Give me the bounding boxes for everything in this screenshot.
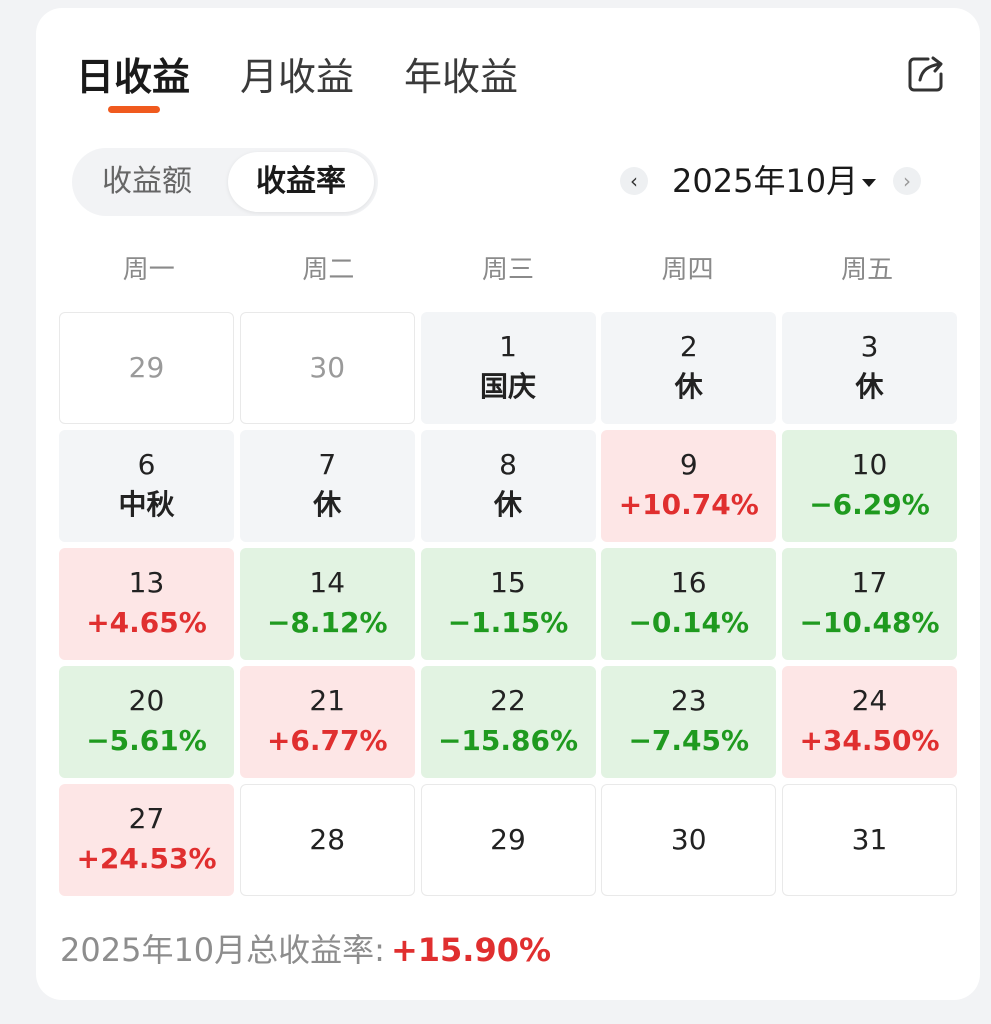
calendar-day-cell[interactable]: 29 bbox=[59, 312, 234, 424]
period-tabs: 日收益 月收益 年收益 bbox=[76, 52, 518, 102]
month-summary: 2025年10月总收益率: +15.90% bbox=[60, 926, 551, 974]
calendar-day-cell[interactable]: 30 bbox=[601, 784, 777, 896]
calendar-day-cell[interactable]: 6 中秋 bbox=[59, 430, 234, 542]
daily-return: −15.86% bbox=[437, 724, 579, 757]
calendar-day-cell[interactable]: 9 +10.74% bbox=[601, 430, 777, 542]
holiday-label: 休 bbox=[674, 370, 703, 403]
daily-return: −1.15% bbox=[447, 606, 569, 639]
returns-calendar-card: 日收益 月收益 年收益 收益额 收益率 ‹ 2025年10月 › 周一 周二 周… bbox=[36, 8, 980, 1000]
day-number: 29 bbox=[128, 351, 165, 384]
daily-return: −8.12% bbox=[266, 606, 388, 639]
daily-return: +24.53% bbox=[76, 842, 217, 875]
prev-month-button[interactable]: ‹ bbox=[620, 167, 648, 195]
day-number: 10 bbox=[851, 448, 888, 481]
calendar-day-cell[interactable]: 13 +4.65% bbox=[59, 548, 234, 660]
weekday-header: 周一 周二 周三 周四 周五 bbox=[59, 250, 957, 290]
daily-return: +4.65% bbox=[86, 606, 207, 639]
daily-return: +6.77% bbox=[266, 724, 388, 757]
toggle-amount[interactable]: 收益额 bbox=[102, 164, 192, 199]
calendar-day-cell[interactable]: 31 bbox=[782, 784, 957, 896]
calendar-day-cell[interactable]: 23 −7.45% bbox=[601, 666, 777, 778]
weekday-label: 周二 bbox=[302, 255, 355, 285]
holiday-label: 休 bbox=[313, 488, 342, 521]
day-number: 22 bbox=[490, 684, 526, 717]
day-number: 30 bbox=[309, 351, 346, 384]
day-number: 30 bbox=[670, 823, 707, 856]
calendar-grid: 29 30 1 国庆 2 休 3 休 6 中秋 7 休 8 休 9 +10.74% 10 −6.29% 13 +4.6… bbox=[59, 312, 957, 896]
day-number: 28 bbox=[309, 823, 346, 856]
holiday-label: 休 bbox=[855, 370, 884, 403]
weekday-label: 周三 bbox=[481, 255, 534, 285]
toggle-rate[interactable]: 收益率 bbox=[228, 152, 374, 212]
day-number: 17 bbox=[851, 566, 888, 599]
holiday-label: 国庆 bbox=[479, 370, 536, 403]
day-number: 13 bbox=[128, 566, 165, 599]
day-number: 6 bbox=[137, 448, 156, 481]
daily-return: −0.14% bbox=[628, 606, 750, 639]
weekday-label: 周五 bbox=[841, 255, 894, 285]
day-number: 9 bbox=[679, 448, 698, 481]
caret-down-icon bbox=[862, 179, 877, 187]
weekday-label: 周一 bbox=[122, 255, 175, 285]
calendar-day-cell[interactable]: 30 bbox=[239, 312, 415, 424]
daily-return: −5.61% bbox=[86, 724, 207, 757]
day-number: 20 bbox=[128, 684, 165, 717]
tab-monthly[interactable]: 月收益 bbox=[240, 55, 355, 99]
calendar-day-cell[interactable]: 28 bbox=[239, 784, 415, 896]
calendar-day-cell[interactable]: 14 −8.12% bbox=[239, 548, 415, 660]
summary-value: +15.90% bbox=[390, 931, 552, 969]
daily-return: −10.48% bbox=[799, 606, 940, 639]
holiday-label: 休 bbox=[493, 488, 522, 521]
tab-daily[interactable]: 日收益 bbox=[76, 55, 191, 99]
holiday-label: 中秋 bbox=[118, 488, 175, 521]
calendar-day-cell[interactable]: 27 +24.53% bbox=[59, 784, 234, 896]
calendar-day-cell[interactable]: 20 −5.61% bbox=[59, 666, 234, 778]
calendar-day-cell[interactable]: 24 +34.50% bbox=[782, 666, 957, 778]
summary-label: 2025年10月总收益率: bbox=[60, 931, 385, 969]
day-number: 31 bbox=[851, 823, 888, 856]
day-number: 1 bbox=[499, 330, 517, 363]
day-number: 3 bbox=[860, 330, 879, 363]
day-number: 7 bbox=[318, 448, 337, 481]
day-number: 14 bbox=[309, 566, 346, 599]
daily-return: +34.50% bbox=[799, 724, 940, 757]
day-number: 27 bbox=[128, 802, 165, 835]
day-number: 21 bbox=[309, 684, 346, 717]
day-number: 15 bbox=[490, 566, 526, 599]
calendar-day-cell[interactable]: 17 −10.48% bbox=[782, 548, 957, 660]
month-label: 2025年10月 bbox=[672, 162, 859, 200]
daily-return: −6.29% bbox=[809, 488, 930, 521]
share-icon[interactable] bbox=[906, 54, 946, 94]
weekday-label: 周四 bbox=[661, 255, 714, 285]
month-selector[interactable]: 2025年10月 bbox=[672, 158, 877, 204]
calendar-day-cell[interactable]: 29 bbox=[420, 784, 596, 896]
day-number: 24 bbox=[851, 684, 888, 717]
next-month-button[interactable]: › bbox=[893, 167, 921, 195]
calendar-day-cell[interactable]: 10 −6.29% bbox=[782, 430, 957, 542]
calendar-day-cell[interactable]: 22 −15.86% bbox=[420, 666, 596, 778]
day-number: 8 bbox=[499, 448, 517, 481]
tab-yearly[interactable]: 年收益 bbox=[404, 55, 519, 99]
calendar-day-cell[interactable]: 15 −1.15% bbox=[420, 548, 596, 660]
day-number: 29 bbox=[490, 823, 526, 856]
day-number: 16 bbox=[670, 566, 707, 599]
day-number: 2 bbox=[679, 330, 698, 363]
metric-toggle: 收益额 收益率 bbox=[72, 148, 378, 216]
day-number: 23 bbox=[670, 684, 707, 717]
active-tab-indicator bbox=[108, 106, 160, 113]
calendar-day-cell[interactable]: 21 +6.77% bbox=[239, 666, 415, 778]
daily-return: −7.45% bbox=[628, 724, 750, 757]
daily-return: +10.74% bbox=[618, 488, 759, 521]
calendar-day-cell[interactable]: 1 国庆 bbox=[420, 312, 596, 424]
calendar-day-cell[interactable]: 16 −0.14% bbox=[601, 548, 777, 660]
